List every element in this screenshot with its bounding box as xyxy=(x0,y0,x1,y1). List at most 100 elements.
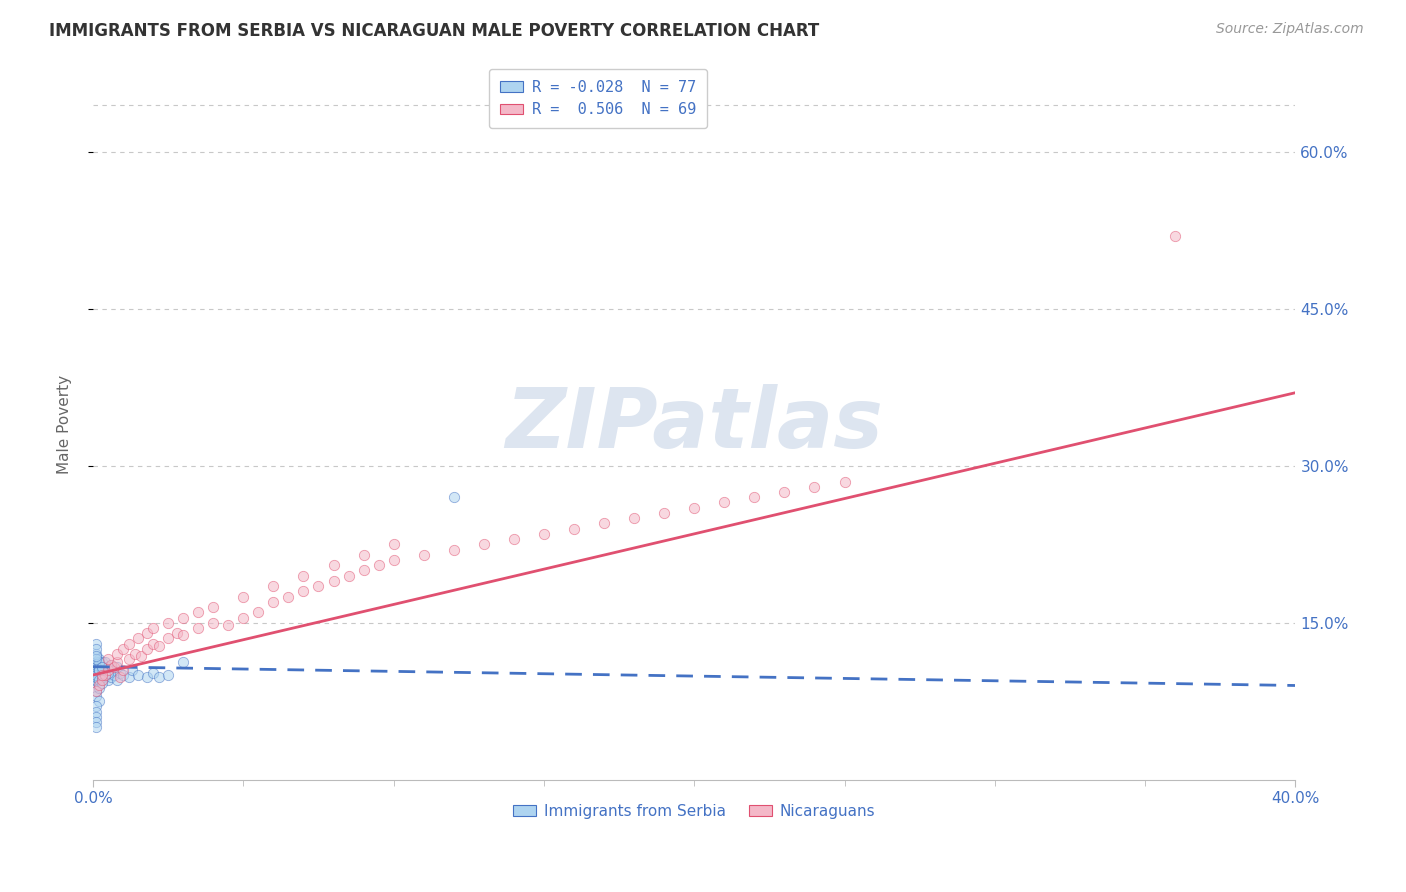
Point xyxy=(322,574,344,588)
Point xyxy=(367,558,389,573)
Point xyxy=(87,659,110,673)
Point xyxy=(1164,228,1187,243)
Point xyxy=(84,674,107,689)
Point xyxy=(103,659,125,673)
Point xyxy=(202,615,225,630)
Point xyxy=(443,490,465,504)
Point xyxy=(121,663,143,677)
Text: Source: ZipAtlas.com: Source: ZipAtlas.com xyxy=(1216,22,1364,37)
Point xyxy=(142,621,165,635)
Point xyxy=(172,656,194,670)
Point xyxy=(277,590,299,604)
Point xyxy=(87,678,110,692)
Point xyxy=(652,506,675,520)
Point xyxy=(112,668,135,682)
Point xyxy=(232,610,254,624)
Point xyxy=(87,681,110,695)
Point xyxy=(91,656,114,670)
Point xyxy=(91,668,114,682)
Point xyxy=(97,652,120,666)
Point xyxy=(94,668,117,682)
Point xyxy=(100,657,122,672)
Point xyxy=(108,670,131,684)
Point xyxy=(87,673,110,688)
Point xyxy=(87,665,110,680)
Point xyxy=(100,657,122,672)
Point xyxy=(118,670,141,684)
Point xyxy=(108,665,131,680)
Point xyxy=(84,710,107,724)
Point xyxy=(142,637,165,651)
Point xyxy=(84,699,107,714)
Legend: Immigrants from Serbia, Nicaraguans: Immigrants from Serbia, Nicaraguans xyxy=(508,798,882,825)
Point xyxy=(84,683,107,698)
Point xyxy=(84,705,107,719)
Point xyxy=(262,579,284,593)
Point xyxy=(94,668,117,682)
Point xyxy=(713,495,735,509)
Point xyxy=(84,662,107,676)
Point xyxy=(382,553,405,567)
Point xyxy=(84,720,107,734)
Point xyxy=(683,500,706,515)
Point xyxy=(84,659,107,673)
Point xyxy=(127,668,149,682)
Point xyxy=(84,656,107,670)
Point xyxy=(87,663,110,677)
Text: IMMIGRANTS FROM SERBIA VS NICARAGUAN MALE POVERTY CORRELATION CHART: IMMIGRANTS FROM SERBIA VS NICARAGUAN MAL… xyxy=(49,22,820,40)
Point xyxy=(97,665,120,680)
Point xyxy=(84,670,107,684)
Point xyxy=(91,668,114,682)
Point xyxy=(97,673,120,688)
Point xyxy=(91,663,114,677)
Point xyxy=(262,595,284,609)
Point xyxy=(834,475,856,489)
Point xyxy=(773,485,796,500)
Point xyxy=(84,665,107,680)
Point xyxy=(87,694,110,708)
Point xyxy=(202,600,225,615)
Point xyxy=(84,689,107,703)
Point xyxy=(84,668,107,682)
Point xyxy=(136,641,159,656)
Point xyxy=(87,670,110,684)
Point xyxy=(157,668,180,682)
Point xyxy=(97,665,120,680)
Point xyxy=(232,590,254,604)
Point xyxy=(472,537,495,551)
Point xyxy=(91,673,114,688)
Point xyxy=(157,632,180,646)
Point xyxy=(84,663,107,677)
Point xyxy=(100,670,122,684)
Point xyxy=(127,632,149,646)
Point xyxy=(84,668,107,682)
Point xyxy=(124,647,146,661)
Point xyxy=(562,522,585,536)
Point xyxy=(91,670,114,684)
Point xyxy=(87,656,110,670)
Point xyxy=(87,656,110,670)
Point xyxy=(84,659,107,673)
Point xyxy=(142,665,165,680)
Point xyxy=(84,673,107,688)
Point xyxy=(87,663,110,677)
Point xyxy=(105,659,128,673)
Point xyxy=(84,657,107,672)
Point xyxy=(87,652,110,666)
Point xyxy=(118,637,141,651)
Point xyxy=(382,537,405,551)
Point xyxy=(322,558,344,573)
Point xyxy=(97,659,120,673)
Point xyxy=(292,568,315,582)
Point xyxy=(84,652,107,666)
Text: ZIPatlas: ZIPatlas xyxy=(505,384,883,465)
Point xyxy=(91,659,114,673)
Point xyxy=(84,647,107,661)
Point xyxy=(353,564,375,578)
Point xyxy=(94,670,117,684)
Point xyxy=(94,668,117,682)
Point xyxy=(502,532,524,546)
Point xyxy=(337,568,360,582)
Point xyxy=(84,715,107,730)
Point xyxy=(443,542,465,557)
